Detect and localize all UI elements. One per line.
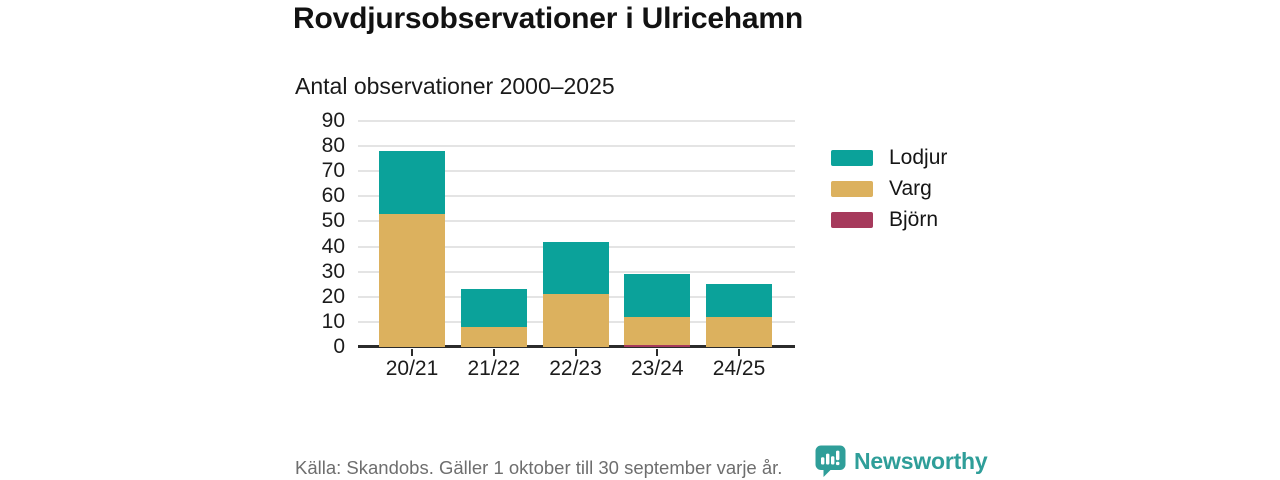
x-tick-22-23 (574, 349, 577, 356)
bar-segment-lodjur-21-22 (460, 289, 527, 327)
bar-segment-lodjur-24-25 (706, 284, 772, 317)
legend-label-bjorn: Björn (889, 207, 939, 231)
y-tick-label-70: 70 (321, 159, 345, 183)
legend-item-bjorn: Björn (831, 204, 947, 235)
plot-area (358, 120, 795, 356)
gridline-80 (358, 145, 795, 148)
chart-title: Rovdjursobservationer i Ulricehamn (293, 2, 804, 35)
x-tick-23-24 (656, 349, 659, 356)
y-tick-label-60: 60 (321, 184, 345, 208)
bar-segment-bjorn-23-24 (624, 344, 691, 347)
legend-swatch-bjorn (831, 211, 873, 228)
legend-item-lodjur: Lodjur (831, 142, 947, 173)
legend-label-lodjur: Lodjur (889, 145, 948, 169)
y-tick-label-80: 80 (321, 134, 345, 158)
x-tick-label-21-22: 21/22 (467, 357, 521, 380)
source-note: Källa: Skandobs. Gäller 1 oktober till 3… (295, 457, 783, 478)
bar-segment-varg-20-21 (379, 213, 445, 347)
x-tick-label-24-25: 24/25 (712, 357, 766, 380)
newsworthy-brand-link[interactable]: Newsworthy (815, 445, 988, 478)
y-tick-label-90: 90 (321, 109, 345, 132)
bar-segment-varg-22-23 (542, 294, 609, 347)
bar-segment-lodjur-23-24 (624, 274, 691, 317)
bar-segment-lodjur-20-21 (379, 151, 445, 214)
legend-item-varg: Varg (831, 173, 947, 204)
y-tick-label-30: 30 (321, 259, 345, 283)
newsworthy-logo-icon (815, 445, 846, 478)
x-tick-21-22 (492, 349, 495, 356)
chart-legend: Lodjur Varg Björn (831, 142, 947, 235)
x-tick-24-25 (738, 349, 740, 356)
x-tick-label-20-21: 20/21 (385, 357, 439, 380)
gridline-90 (358, 120, 795, 122)
y-tick-label-0: 0 (333, 335, 345, 358)
x-tick-label-23-24: 23/24 (630, 357, 684, 380)
legend-label-varg: Varg (889, 176, 932, 200)
y-tick-label-50: 50 (321, 209, 345, 233)
legend-swatch-lodjur (831, 149, 873, 166)
bar-segment-varg-23-24 (624, 316, 691, 345)
y-tick-label-40: 40 (321, 234, 345, 258)
x-tick-20-21 (411, 349, 413, 356)
y-tick-label-10: 10 (321, 309, 345, 333)
gridline-50 (358, 220, 795, 223)
y-tick-label-20: 20 (321, 284, 345, 308)
x-tick-label-22-23: 22/23 (549, 357, 602, 380)
legend-swatch-varg (831, 180, 873, 197)
bar-segment-varg-21-22 (460, 326, 527, 347)
chart-subtitle: Antal observationer 2000–2025 (295, 73, 615, 99)
bar-segment-lodjur-22-23 (542, 241, 609, 295)
newsworthy-wordmark: Newsworthy (854, 448, 988, 474)
gridline-70 (358, 170, 795, 173)
gridline-60 (358, 195, 795, 198)
bar-segment-varg-24-25 (706, 316, 772, 347)
